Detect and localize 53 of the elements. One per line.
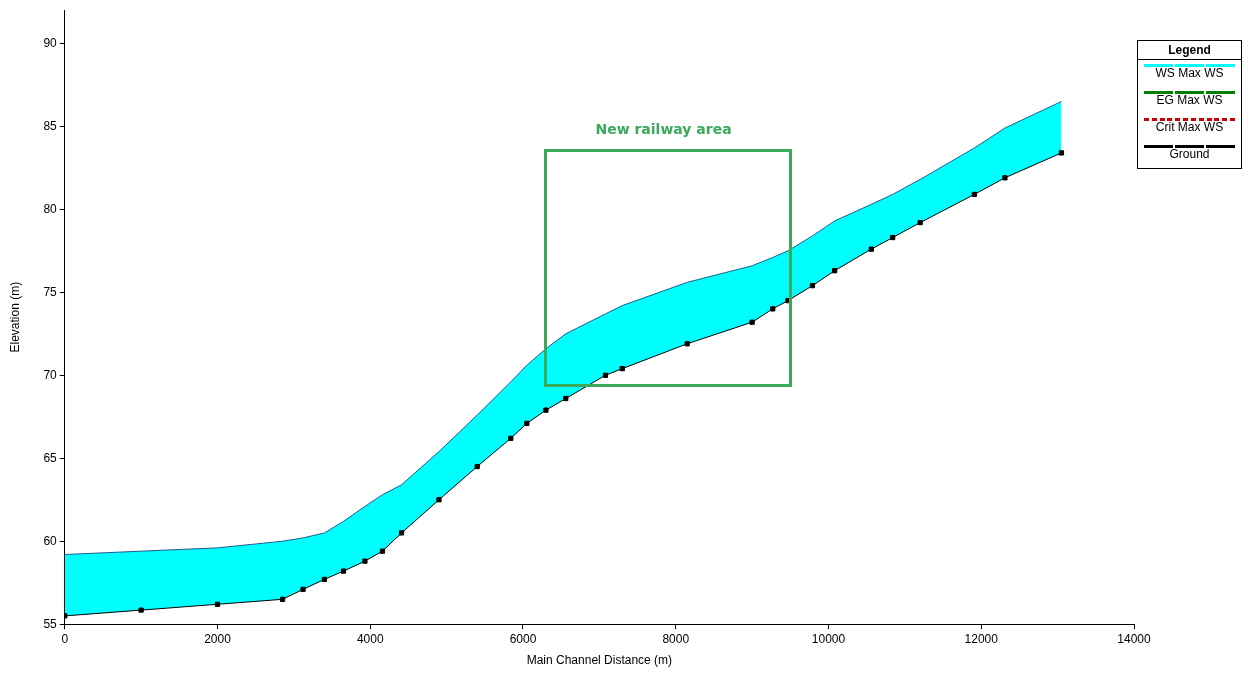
legend-label: WS Max WS bbox=[1154, 66, 1225, 80]
point bbox=[749, 319, 755, 325]
point bbox=[890, 234, 896, 241]
point bbox=[508, 435, 514, 441]
point bbox=[684, 341, 690, 347]
point bbox=[340, 568, 347, 574]
annotation: New railway area bbox=[595, 120, 732, 137]
point bbox=[563, 395, 569, 402]
point bbox=[279, 596, 286, 602]
point bbox=[214, 601, 221, 607]
point bbox=[474, 463, 480, 470]
y-tick-label: 70 bbox=[43, 367, 58, 382]
point bbox=[524, 420, 530, 427]
x-tick-label: 10000 bbox=[811, 631, 846, 646]
x-tick-label: 6000 bbox=[509, 631, 537, 646]
point bbox=[138, 607, 144, 613]
point bbox=[868, 246, 874, 252]
point bbox=[809, 283, 816, 289]
y-tick-label: 85 bbox=[43, 118, 58, 133]
legend-title: Legend bbox=[1138, 41, 1241, 60]
y-tick-label: 60 bbox=[43, 533, 58, 548]
point bbox=[971, 191, 977, 198]
point bbox=[1058, 150, 1065, 156]
point bbox=[321, 576, 328, 583]
x-axis-title: Main Channel Distance (m) bbox=[526, 653, 673, 668]
legend-label: EG Max WS bbox=[1155, 93, 1224, 107]
y-tick-label: 55 bbox=[43, 616, 58, 631]
x-tick-label: 4000 bbox=[356, 631, 384, 646]
x-tick-label: 2000 bbox=[204, 631, 232, 646]
point bbox=[379, 548, 386, 554]
point bbox=[362, 558, 368, 564]
point bbox=[917, 219, 923, 226]
point bbox=[436, 497, 442, 503]
point bbox=[602, 372, 609, 378]
point bbox=[619, 366, 625, 372]
point bbox=[300, 586, 306, 592]
x-tick-label: 14000 bbox=[1117, 631, 1152, 646]
x-tick-label: 0 bbox=[61, 631, 69, 646]
x-tick-label: 12000 bbox=[964, 631, 999, 646]
y-axis-title: Elevation (m) bbox=[7, 281, 22, 353]
legend-label: Ground bbox=[1168, 147, 1211, 161]
y-tick-label: 65 bbox=[43, 450, 58, 465]
point bbox=[543, 407, 549, 413]
x-tick-label: 8000 bbox=[662, 631, 690, 646]
y-tick-label: 75 bbox=[43, 284, 58, 299]
y-tick-label: 90 bbox=[43, 35, 58, 50]
point bbox=[1002, 175, 1008, 181]
y-tick-label: 80 bbox=[43, 201, 58, 216]
point bbox=[831, 268, 838, 274]
point bbox=[64, 613, 68, 619]
point bbox=[398, 530, 405, 536]
point bbox=[770, 306, 776, 312]
legend-label: Crit Max WS bbox=[1154, 120, 1225, 134]
